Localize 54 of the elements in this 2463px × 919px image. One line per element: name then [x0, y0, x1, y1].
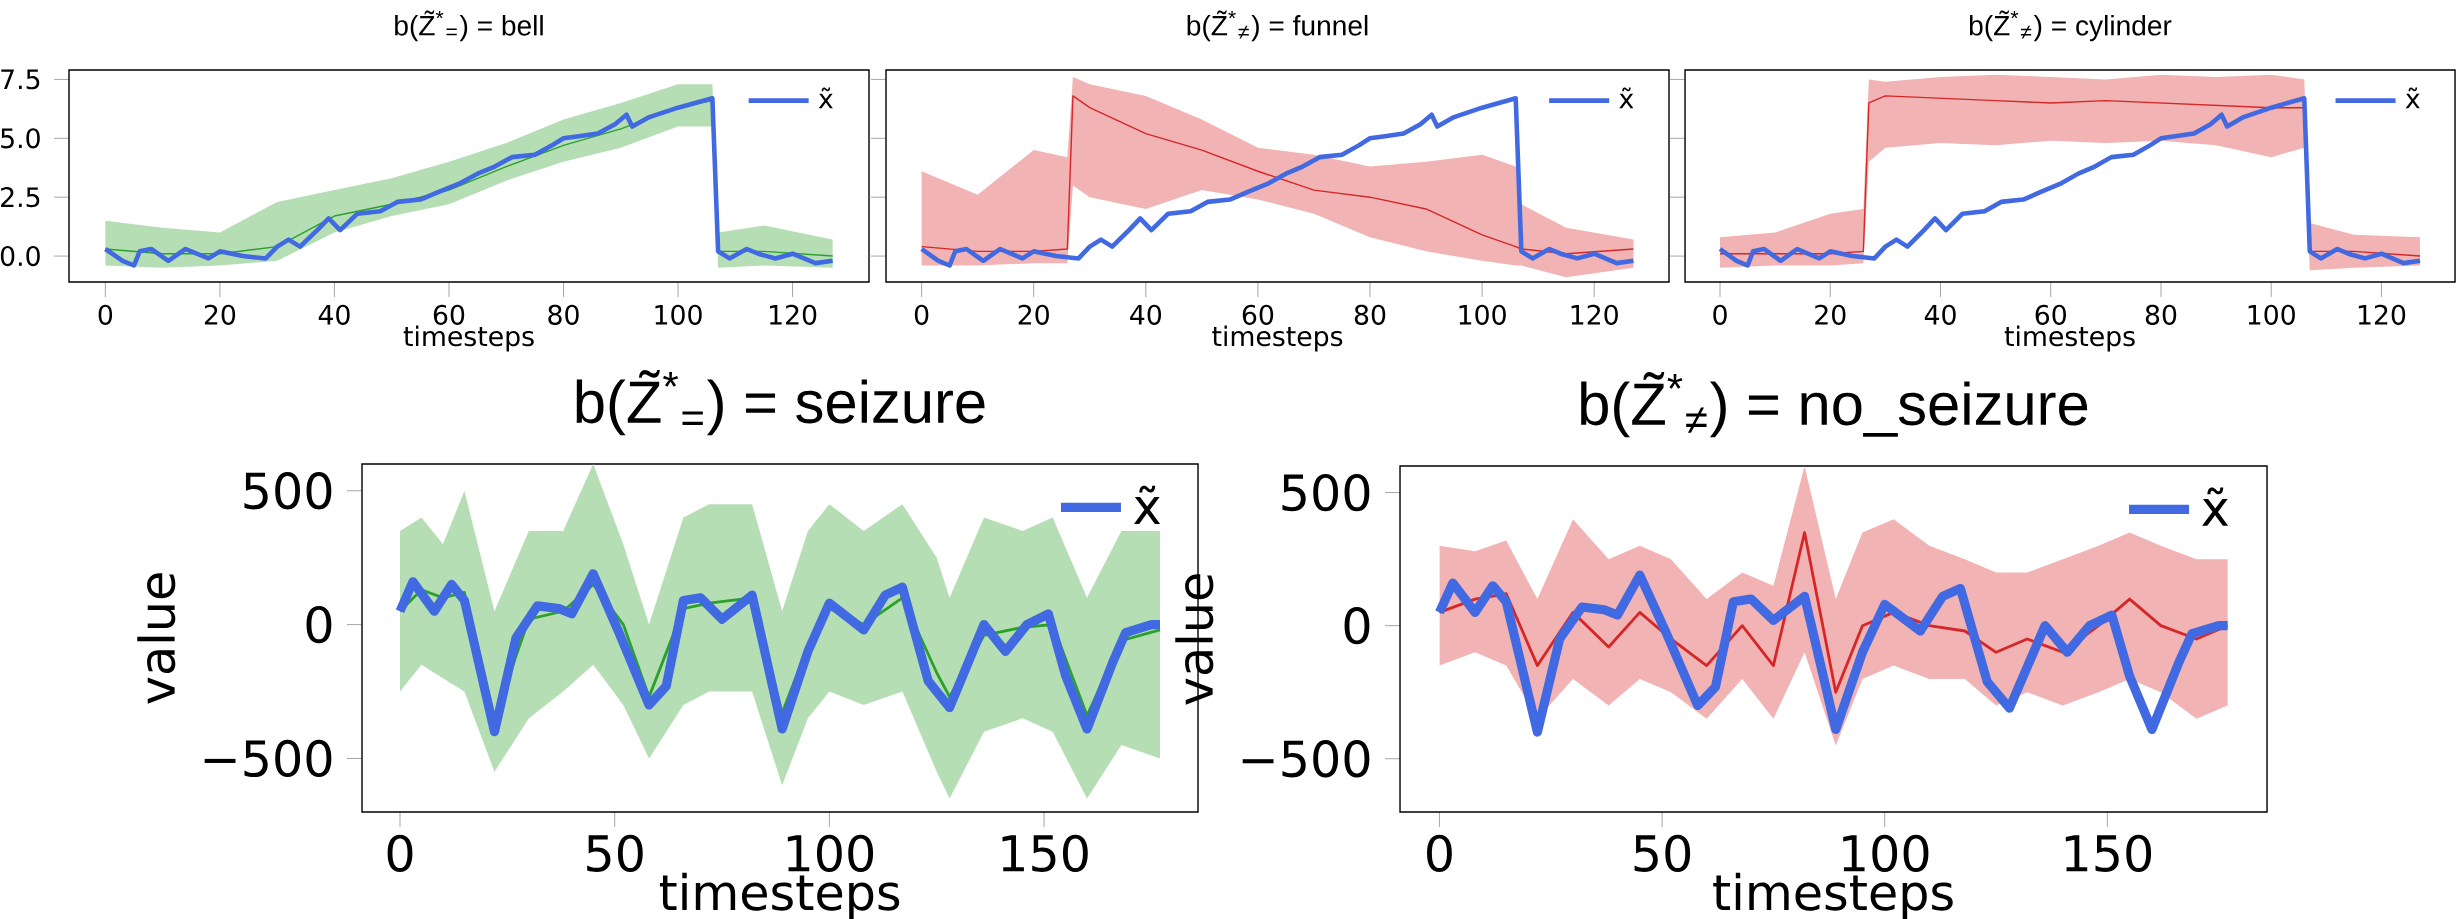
- legend-label: x̃: [1619, 87, 1634, 109]
- y-tick-label: 0: [306, 605, 332, 644]
- y-tick-label: 0: [1344, 607, 1370, 645]
- y-tick-label: 2.5: [1, 187, 40, 208]
- x-tick-label: 20: [1018, 304, 1049, 325]
- x-tick-label: 40: [1130, 304, 1162, 325]
- y-tick-label: −500: [204, 739, 332, 778]
- y-tick-label: −500: [1242, 740, 1370, 778]
- legend-label: x̃: [818, 87, 833, 109]
- x-axis-title: timesteps: [2004, 325, 2135, 352]
- legend-label: x̃: [2202, 487, 2229, 526]
- x-tick-label: 20: [1815, 304, 1846, 325]
- x-tick-label: 120: [769, 304, 817, 325]
- y-tick-label: 5.0: [1, 128, 40, 149]
- x-tick-label: 100: [1459, 304, 1506, 325]
- x-tick-label: 50: [587, 834, 643, 872]
- x-tick-label: 0: [98, 304, 113, 325]
- x-tick-label: 100: [787, 834, 874, 872]
- x-tick-label: 100: [655, 304, 702, 325]
- x-tick-label: 120: [2358, 304, 2406, 325]
- x-tick-label: 60: [2035, 304, 2066, 325]
- x-tick-label: 50: [1634, 834, 1691, 872]
- chart-title: b(Z̃$^{*}$$_{≠}$) = funnel: [1187, 10, 1368, 42]
- y-tick-label: 0.0: [0, 245, 40, 267]
- x-tick-label: 150: [2065, 834, 2152, 872]
- x-tick-label: 100: [1843, 834, 1929, 872]
- y-tick-label: 500: [1282, 473, 1370, 512]
- chart-title: b(Z̃$^{*}$$_{≠}$) = no_seizure: [1581, 371, 2088, 438]
- x-tick-label: 150: [1002, 834, 1088, 872]
- legend-label: x̃: [1134, 485, 1161, 524]
- x-tick-label: 60: [433, 304, 465, 325]
- x-tick-label: 0: [1713, 304, 1727, 325]
- x-axis-title: timesteps: [403, 325, 534, 352]
- x-tick-label: 80: [1354, 304, 1386, 325]
- x-tick-label: 100: [2248, 304, 2295, 325]
- x-tick-label: 0: [1427, 834, 1452, 872]
- x-tick-label: 0: [387, 834, 413, 872]
- x-tick-label: 80: [548, 304, 579, 325]
- chart-title: b(Z̃$^{*}$$_{≠}$) = cylinder: [1969, 10, 2172, 42]
- x-tick-label: 40: [318, 304, 350, 325]
- y-tick-label: 500: [244, 472, 332, 510]
- y-tick-label: 7.5: [1, 69, 40, 90]
- x-tick-label: 120: [1571, 304, 1618, 325]
- legend-label: x̃: [2405, 87, 2420, 109]
- x-tick-label: 80: [2145, 304, 2177, 325]
- x-axis-title: timesteps: [1212, 325, 1343, 352]
- x-tick-label: 20: [204, 304, 236, 325]
- y-axis-title: value: [1175, 574, 1214, 705]
- chart-title: b(Z̃$^{*}$$_{=}$) = seizure: [576, 369, 985, 436]
- x-tick-label: 40: [1924, 304, 1956, 325]
- x-tick-label: 60: [1242, 304, 1274, 325]
- y-axis-title: value: [137, 573, 176, 704]
- chart-title: b(Z̃$^{*}$$_{=}$) = bell: [395, 10, 543, 42]
- x-tick-label: 0: [914, 304, 929, 325]
